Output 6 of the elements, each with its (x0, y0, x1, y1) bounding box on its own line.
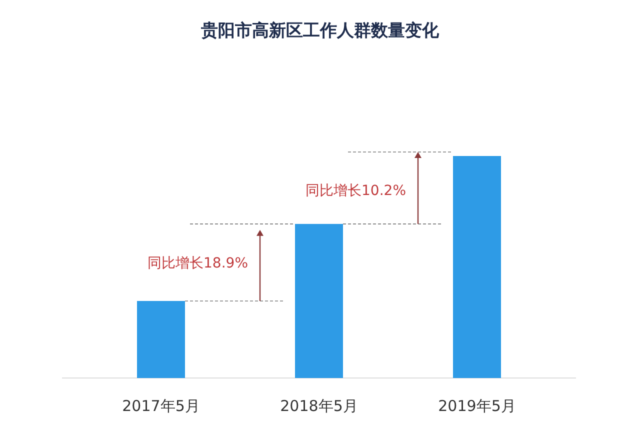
x-tick-label: 2017年5月 (122, 397, 200, 415)
x-tick-label: 2019年5月 (438, 397, 516, 415)
x-tick-label: 2018年5月 (280, 397, 358, 415)
annotation: 同比增长10.2% (306, 182, 406, 199)
annotation: 同比增长18.9% (148, 255, 248, 272)
chart-title: 贵阳市高新区工作人群数量变化 (200, 21, 440, 41)
